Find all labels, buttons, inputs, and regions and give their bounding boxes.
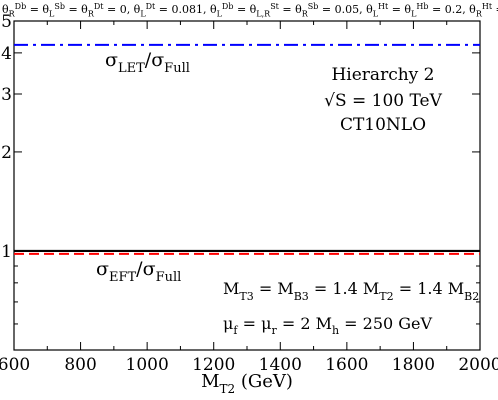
annotations: Hierarchy 2 √S = 100 TeV CT10NLO MT3 = MB3 … bbox=[96, 49, 479, 337]
series-label-eft: σEFT/σFull bbox=[96, 258, 181, 285]
top-label: θRDb = θLSb = θRDt = 0, θLDt = 0.081, θL… bbox=[2, 2, 498, 19]
x-tick-labels: 600 800 1000 1200 1400 1600 1800 2000 bbox=[0, 355, 498, 375]
x-tick-label: 600 bbox=[0, 355, 30, 375]
axis-ticks bbox=[13, 20, 481, 350]
x-tick-label: 1600 bbox=[325, 355, 368, 375]
x-tick-label: 1400 bbox=[259, 355, 302, 375]
annotation-energy: √S = 100 TeV bbox=[324, 91, 442, 111]
annotation-mass-relation: MT3 = MB3 = 1.4 MT2 = 1.4 MB2 bbox=[223, 279, 479, 303]
y-tick-label: 2 bbox=[1, 143, 12, 163]
x-axis-title: MT2 (GeV) bbox=[201, 371, 293, 396]
x-tick-label: 2000 bbox=[458, 355, 498, 375]
y-tick-label: 5 bbox=[1, 12, 12, 32]
x-tick-label: 1200 bbox=[192, 355, 235, 375]
annotation-hierarchy: Hierarchy 2 bbox=[331, 65, 434, 85]
y-tick-labels: 1 2 3 4 5 bbox=[1, 12, 12, 262]
y-tick-label: 1 bbox=[1, 242, 12, 262]
x-axis-title-text: MT2 (GeV) bbox=[201, 371, 293, 396]
y-tick-label: 4 bbox=[1, 44, 12, 64]
x-tick-label: 800 bbox=[64, 355, 96, 375]
x-tick-label: 1000 bbox=[126, 355, 169, 375]
annotation-scale-relation: μf = μr = 2 Mh = 250 GeV bbox=[223, 314, 433, 337]
x-tick-label: 1800 bbox=[392, 355, 435, 375]
series-label-let: σLET/σFull bbox=[105, 49, 190, 76]
y-tick-label: 3 bbox=[1, 85, 12, 105]
annotation-pdf: CT10NLO bbox=[340, 115, 426, 135]
series-lines bbox=[14, 43, 480, 255]
